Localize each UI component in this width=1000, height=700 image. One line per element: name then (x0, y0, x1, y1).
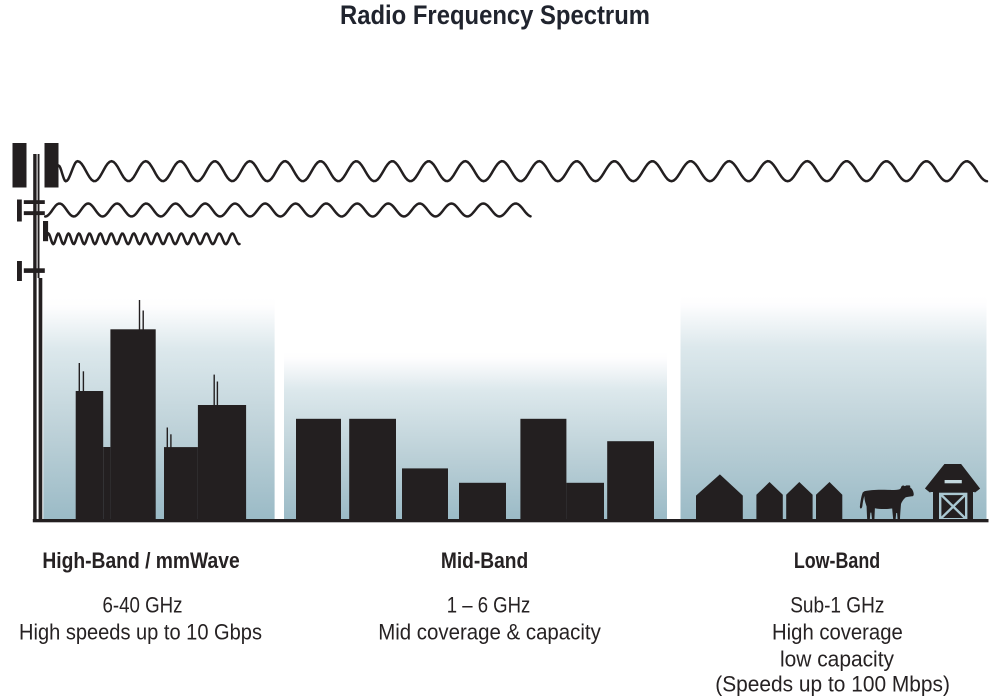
svg-text:High-Band / mmWave: High-Band / mmWave (42, 549, 239, 573)
svg-text:High coverage: High coverage (772, 621, 903, 645)
svg-text:1 – 6 GHz: 1 – 6 GHz (447, 594, 531, 618)
svg-text:(Speeds up to 100 Mbps): (Speeds up to 100 Mbps) (715, 672, 950, 696)
svg-text:Mid coverage & capacity: Mid coverage & capacity (378, 621, 601, 645)
svg-text:Radio Frequency Spectrum: Radio Frequency Spectrum (340, 1, 650, 31)
svg-text:Mid-Band: Mid-Band (441, 549, 528, 574)
svg-text:Low-Band: Low-Band (794, 549, 880, 573)
svg-text:Sub-1 GHz: Sub-1 GHz (790, 593, 884, 617)
svg-text:High speeds up to 10 Gbps: High speeds up to 10 Gbps (19, 621, 262, 645)
svg-text:low capacity: low capacity (780, 647, 894, 671)
svg-text:6-40 GHz: 6-40 GHz (103, 594, 183, 618)
